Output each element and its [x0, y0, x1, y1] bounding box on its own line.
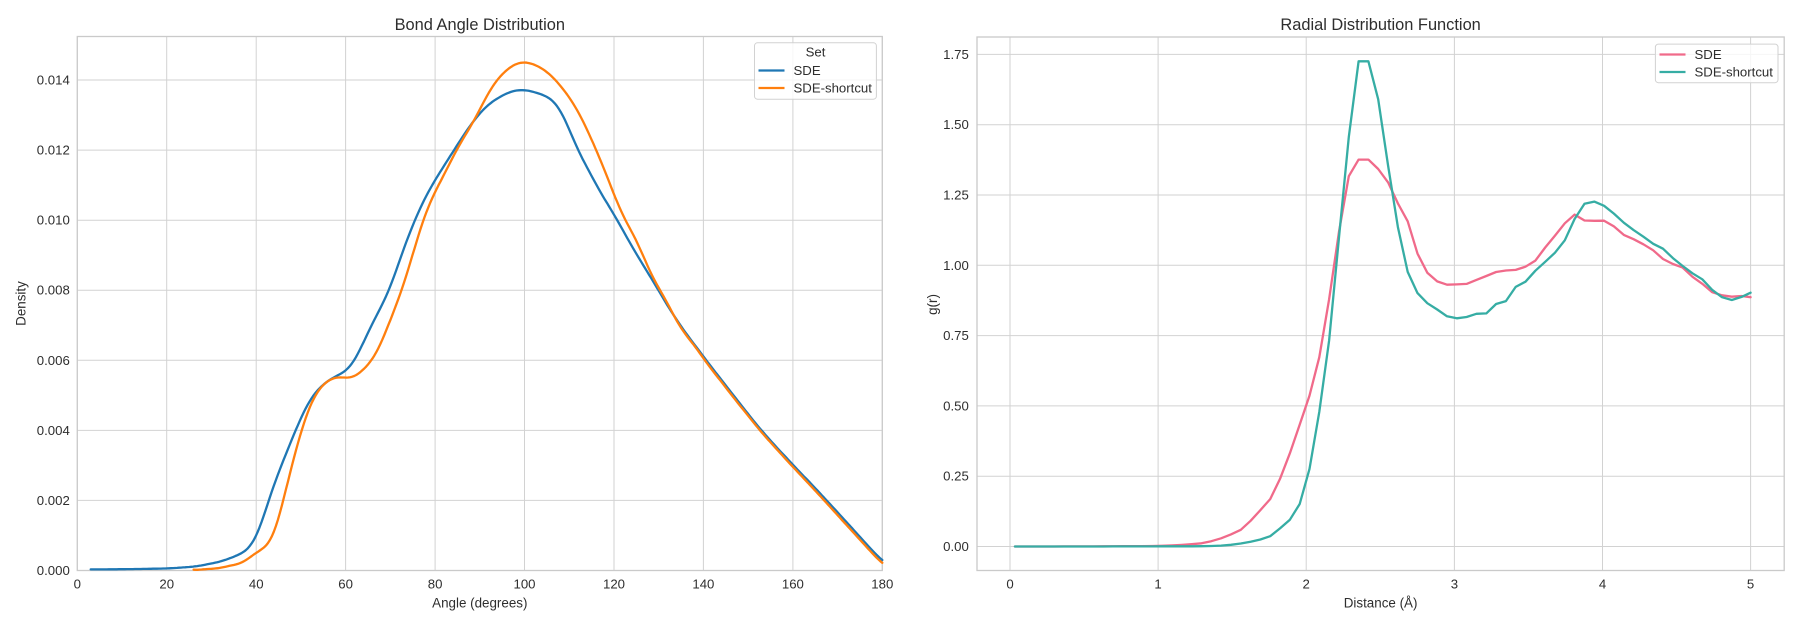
svg-text:20: 20: [159, 576, 174, 591]
svg-text:SDE-shortcut: SDE-shortcut: [1695, 65, 1774, 80]
svg-text:0: 0: [1006, 576, 1013, 591]
svg-text:0.50: 0.50: [943, 398, 969, 413]
svg-text:Angle (degrees): Angle (degrees): [432, 596, 527, 611]
svg-text:0.00: 0.00: [943, 539, 969, 554]
svg-text:SDE-shortcut: SDE-shortcut: [794, 81, 873, 96]
svg-text:140: 140: [692, 576, 714, 591]
svg-text:1.75: 1.75: [943, 47, 969, 62]
svg-text:1.00: 1.00: [943, 258, 969, 273]
svg-text:1.25: 1.25: [943, 188, 969, 203]
svg-text:1.50: 1.50: [943, 117, 969, 132]
svg-text:120: 120: [603, 576, 625, 591]
svg-text:100: 100: [513, 576, 535, 591]
svg-text:Distance (Å): Distance (Å): [1344, 596, 1418, 611]
svg-text:0.25: 0.25: [943, 469, 969, 484]
svg-text:4: 4: [1599, 576, 1606, 591]
svg-text:80: 80: [428, 576, 443, 591]
svg-text:g(r): g(r): [925, 294, 940, 315]
svg-text:Density: Density: [14, 281, 29, 326]
svg-text:60: 60: [338, 576, 353, 591]
svg-text:160: 160: [782, 576, 804, 591]
svg-text:0.012: 0.012: [37, 143, 70, 158]
svg-text:3: 3: [1451, 576, 1458, 591]
svg-text:0: 0: [74, 576, 81, 591]
svg-text:0.000: 0.000: [37, 563, 70, 578]
svg-text:2: 2: [1303, 576, 1310, 591]
svg-text:1: 1: [1154, 576, 1161, 591]
svg-text:0.008: 0.008: [37, 283, 70, 298]
svg-text:40: 40: [249, 576, 264, 591]
svg-text:Bond Angle Distribution: Bond Angle Distribution: [395, 16, 565, 34]
svg-text:Set: Set: [806, 45, 826, 60]
svg-text:0.75: 0.75: [943, 328, 969, 343]
svg-text:0.004: 0.004: [37, 423, 70, 438]
svg-text:5: 5: [1747, 576, 1754, 591]
svg-text:0.002: 0.002: [37, 493, 70, 508]
svg-text:0.014: 0.014: [37, 73, 70, 88]
svg-text:SDE: SDE: [1695, 47, 1722, 62]
svg-text:SDE: SDE: [794, 63, 821, 78]
svg-text:Radial Distribution Function: Radial Distribution Function: [1280, 16, 1480, 34]
svg-text:180: 180: [871, 576, 893, 591]
svg-text:0.006: 0.006: [37, 353, 70, 368]
svg-text:0.010: 0.010: [37, 213, 70, 228]
